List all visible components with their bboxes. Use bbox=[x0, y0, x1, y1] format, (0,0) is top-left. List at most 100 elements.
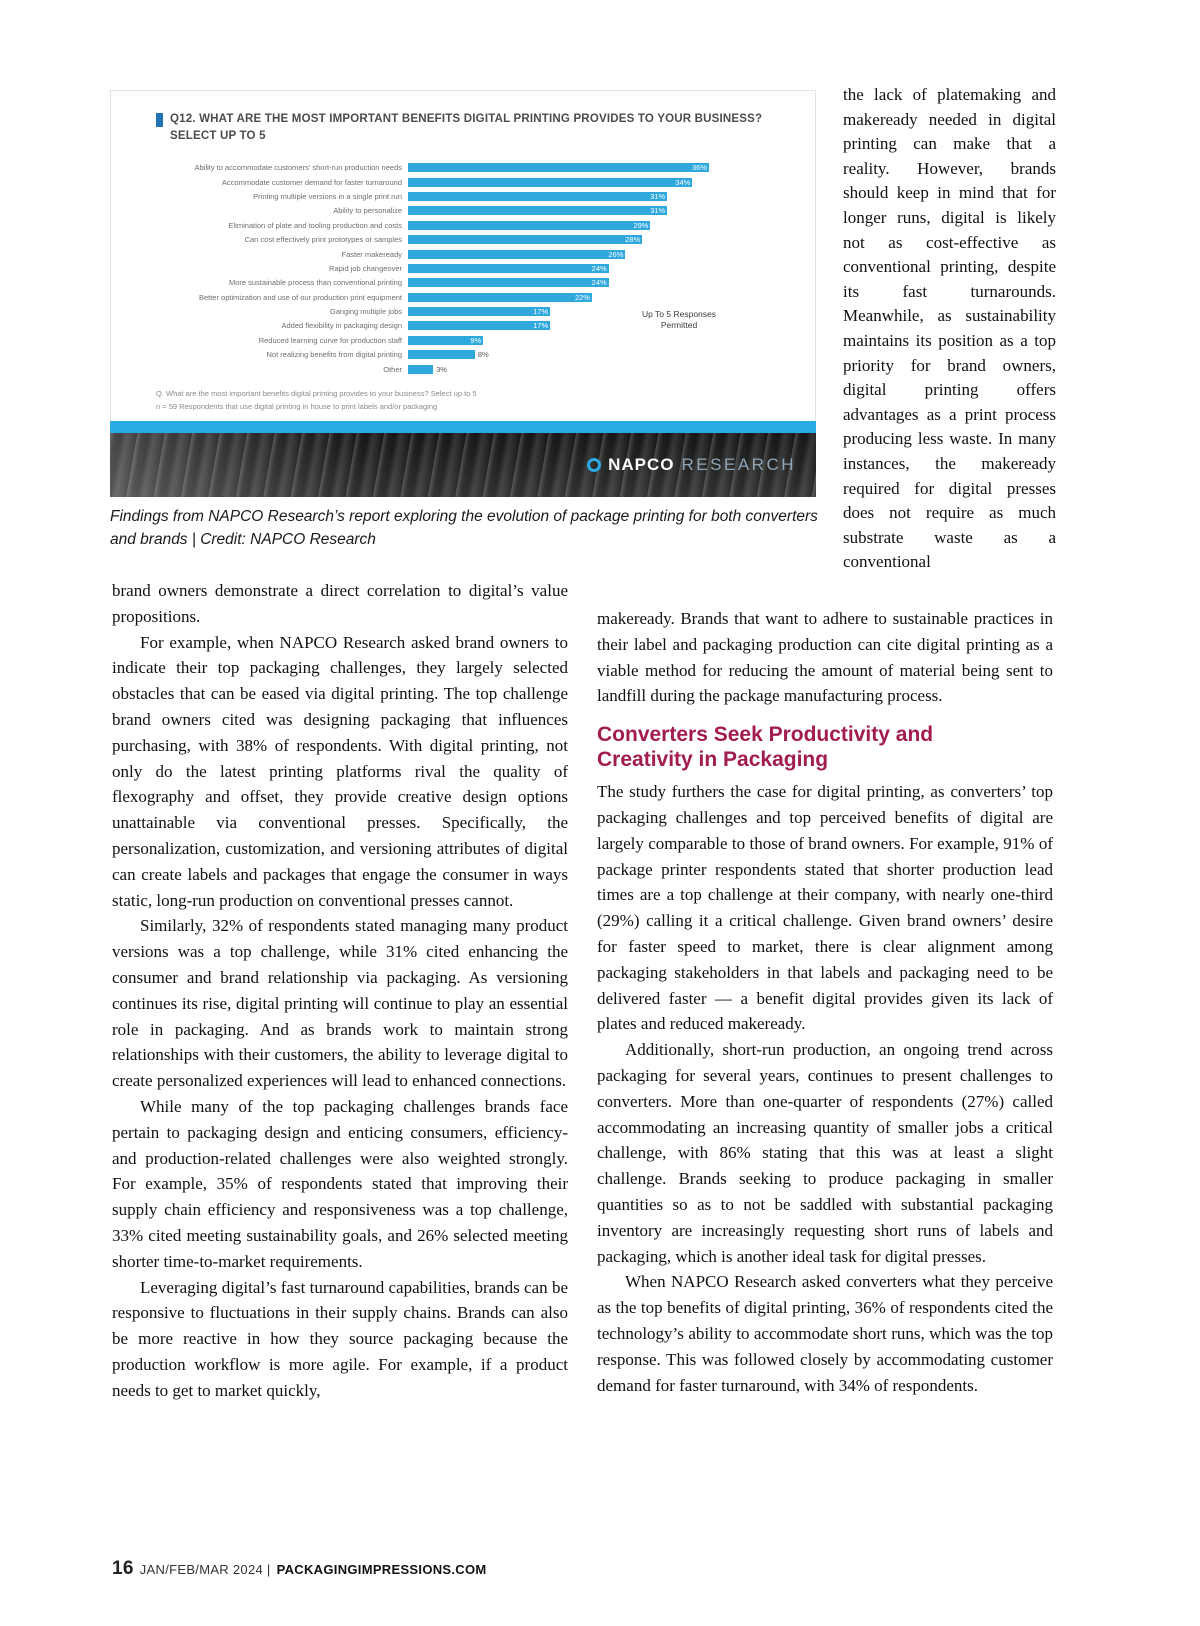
footer-issue: JAN/FEB/MAR 2024 | bbox=[139, 1562, 271, 1577]
napco-logo-icon bbox=[587, 458, 602, 472]
chart-bar-track: 34% bbox=[408, 177, 801, 187]
chart-value-label: 31% bbox=[650, 191, 666, 201]
paragraph: While many of the top packaging challeng… bbox=[112, 1096, 568, 1271]
chart-annotation: Up To 5 Responses Permitted bbox=[641, 309, 717, 331]
chart-footnotes: Q. What are the most important benefits … bbox=[156, 388, 801, 414]
research-chart-figure: Q12. WHAT ARE THE MOST IMPORTANT BENEFIT… bbox=[110, 90, 816, 497]
chart-category-label: Elimination of plate and tooling product… bbox=[228, 220, 402, 230]
chart-row: Reduced learning curve for production st… bbox=[156, 333, 801, 347]
chart-title-row: Q12. WHAT ARE THE MOST IMPORTANT BENEFIT… bbox=[156, 111, 796, 146]
chart-bar-track: 9% bbox=[408, 335, 801, 345]
chart-category-label: Faster makeready bbox=[341, 249, 402, 259]
chart-category-label: Reduced learning curve for production st… bbox=[258, 335, 402, 345]
chart-value-label: 34% bbox=[675, 177, 691, 187]
chart-bar: 29% bbox=[408, 220, 651, 230]
paragraph: makeready. Brands that want to adhere to… bbox=[597, 609, 1053, 706]
chart-row: Elimination of plate and tooling product… bbox=[156, 218, 801, 232]
chart-bar-track: 26% bbox=[408, 249, 801, 259]
paragraph: brand owners demonstrate a direct correl… bbox=[112, 581, 568, 626]
chart-row: Ability to accommodate customers' short-… bbox=[156, 161, 801, 175]
paragraph: Leveraging digital’s fast turnaround cap… bbox=[112, 1277, 568, 1400]
chart-value-label: 26% bbox=[608, 249, 624, 259]
logo-name: NAPCO bbox=[608, 455, 675, 474]
chart-bar: 17% bbox=[408, 307, 551, 317]
chart-bar: 34% bbox=[408, 177, 693, 187]
chart-value-label: 9% bbox=[470, 335, 482, 345]
chart-value-label: 36% bbox=[692, 163, 708, 173]
chart-row: Rapid job changeover 24% bbox=[156, 261, 801, 275]
chart-value-label: 28% bbox=[625, 235, 641, 245]
chart-category-label: Added flexibility in packaging design bbox=[281, 321, 403, 331]
chart-area: Q12. WHAT ARE THE MOST IMPORTANT BENEFIT… bbox=[110, 90, 816, 421]
chart-bar: 36% bbox=[408, 163, 710, 173]
page-footer: 16 JAN/FEB/MAR 2024 | PACKAGINGIMPRESSIO… bbox=[112, 1558, 487, 1580]
chart-title-marker-icon bbox=[156, 113, 163, 127]
chart-category-label: Accommodate customer demand for faster t… bbox=[221, 177, 402, 187]
chart-category-label: Printing multiple versions in a single p… bbox=[253, 191, 402, 201]
chart-bar: 31% bbox=[408, 206, 668, 216]
chart-category-label: Not realizing benefits from digital prin… bbox=[266, 350, 402, 360]
chart-bar: 17% bbox=[408, 321, 551, 331]
chart-bar-track: 3% bbox=[408, 364, 801, 374]
chart-row: Accommodate customer demand for faster t… bbox=[156, 175, 801, 189]
chart-footnote: n = 59 Respondents that use digital prin… bbox=[156, 402, 438, 412]
chart-row: Not realizing benefits from digital prin… bbox=[156, 348, 801, 362]
chart-category-label: Ability to personalize bbox=[333, 206, 402, 216]
chart-bar bbox=[408, 350, 475, 360]
paragraph: The study furthers the case for digital … bbox=[597, 782, 1053, 1034]
chart-bar-track: 24% bbox=[408, 263, 801, 273]
chart-value-label: 31% bbox=[650, 206, 666, 216]
chart-bar-track: 31% bbox=[408, 206, 801, 216]
paragraph: Similarly, 32% of respondents stated man… bbox=[112, 916, 568, 1091]
chart-bar-track: 29% bbox=[408, 220, 801, 230]
figure-accent-band bbox=[110, 421, 816, 433]
chart-bar: 24% bbox=[408, 278, 609, 288]
napco-research-logo: NAPCO RESEARCH bbox=[587, 455, 796, 475]
chart-bar-track: 22% bbox=[408, 292, 801, 302]
chart-value-label: 22% bbox=[574, 292, 590, 302]
chart-bar-track: 28% bbox=[408, 235, 801, 245]
chart-value-label: 24% bbox=[591, 263, 607, 273]
chart-bar: 31% bbox=[408, 191, 668, 201]
paragraph: the lack of platemaking and makeready ne… bbox=[843, 85, 1056, 572]
chart-bar-track: 8% bbox=[408, 350, 801, 360]
paragraph: Additionally, short-run production, an o… bbox=[597, 1040, 1053, 1266]
chart-category-label: Ability to accommodate customers' short-… bbox=[194, 163, 402, 173]
chart-bar: 22% bbox=[408, 292, 592, 302]
figure-caption: Findings from NAPCO Research’s report ex… bbox=[110, 508, 818, 548]
chart-value-label: 8% bbox=[477, 350, 489, 360]
chart-bar bbox=[408, 364, 434, 374]
chart-bar-track: 17% bbox=[408, 307, 801, 317]
chart-category-label: Other bbox=[383, 364, 402, 374]
chart-row: Ganging multiple jobs 17% bbox=[156, 304, 801, 318]
chart-category-label: More sustainable process than convention… bbox=[228, 278, 402, 288]
chart-row: Better optimization and use of our produ… bbox=[156, 290, 801, 304]
chart-bar-track: 17% bbox=[408, 321, 801, 331]
paragraph: When NAPCO Research asked converters wha… bbox=[597, 1272, 1053, 1395]
column-right-narrow: the lack of platemaking and makeready ne… bbox=[843, 83, 1056, 575]
chart-title: Q12. WHAT ARE THE MOST IMPORTANT BENEFIT… bbox=[170, 113, 763, 143]
chart-row: Other 3% bbox=[156, 362, 801, 376]
footer-site: PACKAGINGIMPRESSIONS.COM bbox=[276, 1562, 487, 1577]
chart-bar: 9% bbox=[408, 335, 484, 345]
chart-row: More sustainable process than convention… bbox=[156, 276, 801, 290]
chart-bar: 24% bbox=[408, 263, 609, 273]
chart-row: Printing multiple versions in a single p… bbox=[156, 189, 801, 203]
chart-footnote: Q. What are the most important benefits … bbox=[156, 389, 477, 399]
chart-value-label: 29% bbox=[633, 220, 649, 230]
logo-suffix: RESEARCH bbox=[681, 455, 796, 474]
chart-value-label: 17% bbox=[533, 307, 549, 317]
chart-bar: 28% bbox=[408, 235, 643, 245]
figure-photo-strip: NAPCO RESEARCH bbox=[110, 433, 816, 497]
chart-value-label: 3% bbox=[436, 364, 447, 374]
chart-bar: 26% bbox=[408, 249, 626, 259]
chart-bar-track: 24% bbox=[408, 278, 801, 288]
chart-category-label: Better optimization and use of our produ… bbox=[198, 292, 402, 302]
page-number: 16 bbox=[112, 1558, 134, 1579]
column-right: makeready. Brands that want to adhere to… bbox=[597, 606, 1053, 1398]
chart-category-label: Rapid job changeover bbox=[329, 263, 402, 273]
chart-rows: Ability to accommodate customers' short-… bbox=[156, 161, 801, 377]
chart-row: Ability to personalize 31% bbox=[156, 204, 801, 218]
chart-bar-track: 36% bbox=[408, 163, 801, 173]
